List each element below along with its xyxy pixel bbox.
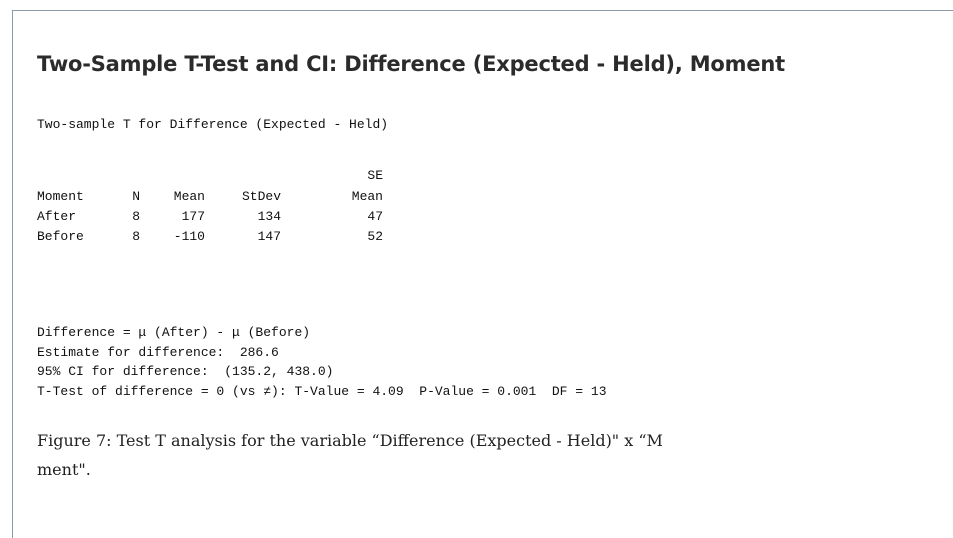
table-cell: 8 [132, 229, 140, 244]
result-line: T-Test of difference = 0 (vs ≠): T-Value… [37, 384, 607, 400]
result-line: 95% CI for difference: (135.2, 438.0) [37, 364, 334, 380]
table-cell: 52 [367, 229, 383, 244]
result-line: Difference = μ (After) - μ (Before) [37, 325, 311, 340]
table-cell: 147 [257, 229, 281, 244]
table-cell: 47 [367, 209, 383, 224]
column-header: Mean [351, 189, 383, 204]
subtitle: Two-sample T for Difference (Expected - … [37, 117, 389, 132]
table-cell: 134 [257, 209, 281, 224]
caption-line: ment". [37, 460, 91, 479]
column-header: Mean [173, 189, 205, 204]
table-cell: -110 [173, 229, 205, 244]
table-cell: Before [37, 229, 84, 244]
header-top: SE [367, 168, 383, 183]
table-cell: 177 [181, 209, 205, 224]
frame [12, 10, 953, 538]
column-header: Moment [37, 189, 84, 204]
title: Two-Sample T-Test and CI: Difference (Ex… [37, 52, 785, 76]
table-cell: 8 [132, 209, 140, 224]
column-header: N [132, 189, 140, 204]
caption-line: Figure 7: Test T analysis for the variab… [37, 431, 663, 450]
result-line: Estimate for difference: 286.6 [37, 344, 279, 360]
column-header: StDev [241, 189, 281, 204]
table-cell: After [37, 209, 77, 224]
